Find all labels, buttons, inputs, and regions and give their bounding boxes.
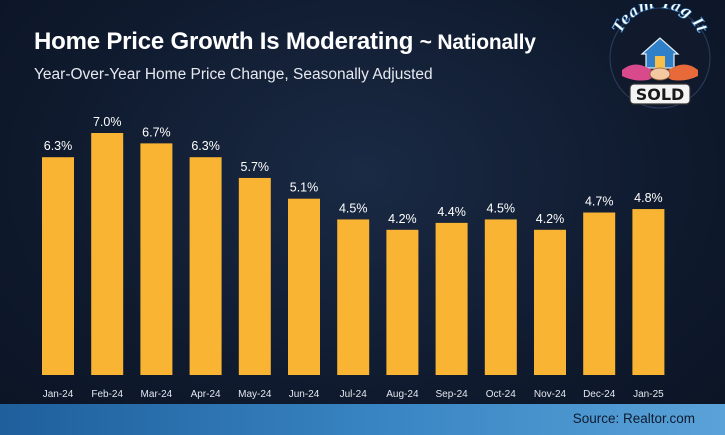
data-label-Sep-24: 4.4%	[437, 205, 466, 219]
x-tick-Jun-24: Jun-24	[289, 389, 320, 400]
team-tag-it-logo: Team Tag It SOLD	[608, 4, 712, 109]
data-label-Mar-24: 6.7%	[142, 125, 171, 139]
x-tick-Aug-24: Aug-24	[386, 389, 419, 400]
x-tick-Apr-24: Apr-24	[191, 389, 221, 400]
chart-subtitle: Year-Over-Year Home Price Change, Season…	[34, 66, 433, 83]
bar-Nov-24	[534, 229, 566, 375]
bar-Oct-24	[484, 219, 517, 375]
x-tick-Jul-24: Jul-24	[340, 389, 368, 400]
footer-bar: Source: Realtor.com	[0, 404, 725, 435]
x-tick-Nov-24: Nov-24	[534, 389, 567, 400]
x-tick-Dec-24: Dec-24	[583, 389, 616, 400]
bar-Apr-24	[189, 157, 222, 375]
data-label-Dec-24: 4.7%	[585, 195, 614, 209]
title-suffix: ~ Nationally	[419, 31, 536, 54]
x-tick-Oct-24: Oct-24	[486, 389, 516, 400]
bar-Sep-24	[435, 222, 468, 375]
x-tick-May-24: May-24	[238, 389, 272, 400]
bar-May-24	[238, 177, 271, 375]
bar-Jul-24	[337, 219, 370, 375]
x-tick-Jan-24: Jan-24	[43, 389, 74, 400]
source-note: Source: Realtor.com	[572, 411, 695, 426]
bar-Mar-24	[140, 143, 173, 375]
bar-Jan-25	[632, 209, 665, 375]
bar-Aug-24	[386, 229, 419, 375]
data-label-Aug-24: 4.2%	[388, 212, 417, 226]
data-label-Feb-24: 7.0%	[93, 115, 122, 129]
x-tick-Jan-25: Jan-25	[633, 389, 664, 400]
data-label-Jan-25: 4.8%	[634, 191, 663, 205]
title-main: Home Price Growth Is Moderating	[34, 28, 414, 55]
x-tick-Sep-24: Sep-24	[435, 389, 468, 400]
x-tick-Mar-24: Mar-24	[141, 389, 173, 400]
data-label-Jul-24: 4.5%	[339, 201, 368, 215]
logo-sold-text: SOLD	[636, 85, 685, 104]
data-label-Oct-24: 4.5%	[487, 201, 516, 215]
data-label-Nov-24: 4.2%	[536, 212, 565, 226]
data-label-Jun-24: 5.1%	[290, 181, 319, 195]
data-label-May-24: 5.7%	[241, 160, 270, 174]
bar-Jun-24	[288, 198, 320, 375]
page-title: Home Price Growth Is Moderating ~ Nation…	[34, 28, 536, 56]
handshake-house-icon	[622, 37, 698, 81]
x-tick-Feb-24: Feb-24	[91, 389, 123, 400]
bar-Feb-24	[91, 133, 124, 375]
bar-Dec-24	[583, 212, 616, 375]
bar-Jan-24	[42, 157, 74, 375]
bar-chart: 6.3% Jan-24 7.0% Feb-24 6.7% Mar-24 6.3% Apr-24…	[42, 115, 665, 400]
data-label-Apr-24: 6.3%	[191, 139, 220, 153]
data-label-Jan-24: 6.3%	[44, 139, 73, 153]
